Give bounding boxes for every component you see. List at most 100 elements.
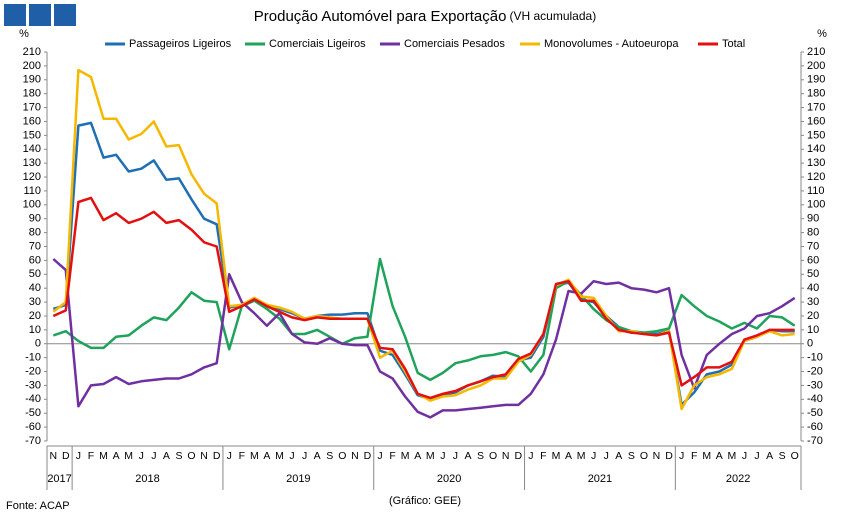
y2-tick-label: 130 bbox=[807, 157, 825, 169]
x-tick-label: N bbox=[351, 450, 359, 462]
x-tick-label: F bbox=[239, 450, 245, 462]
y2-tick-label: 80 bbox=[807, 227, 819, 239]
year-label: 2019 bbox=[286, 473, 310, 485]
y-unit: % bbox=[19, 28, 29, 40]
x-tick-label: S bbox=[477, 450, 484, 462]
x-tick-label: M bbox=[577, 450, 586, 462]
y2-tick-label: 160 bbox=[807, 115, 825, 127]
y2-tick-label: 170 bbox=[807, 101, 825, 113]
y-tick-label: 10 bbox=[29, 324, 41, 336]
y-tick-label: 80 bbox=[29, 227, 41, 239]
series-line bbox=[52, 196, 795, 400]
y-tick-label: 70 bbox=[29, 240, 41, 252]
y2-tick-label: 210 bbox=[807, 46, 825, 58]
y-tick-label: 140 bbox=[23, 143, 41, 155]
x-tick-label: O bbox=[187, 450, 195, 462]
x-tick-label: M bbox=[702, 450, 711, 462]
x-tick-label: A bbox=[314, 450, 321, 462]
x-tick-label: J bbox=[139, 450, 144, 462]
x-tick-label: A bbox=[615, 450, 622, 462]
series-line bbox=[52, 258, 796, 419]
x-tick-label: N bbox=[49, 450, 57, 462]
y2-tick-label: 150 bbox=[807, 129, 825, 141]
x-tick-label: J bbox=[302, 450, 307, 462]
x-tick-label: J bbox=[289, 450, 294, 462]
y2-tick-label: 40 bbox=[807, 282, 819, 294]
y2-tick-label: 60 bbox=[807, 254, 819, 266]
y2-tick-label: -70 bbox=[807, 435, 823, 447]
y2-tick-label: 30 bbox=[807, 296, 819, 308]
x-tick-label: J bbox=[377, 450, 382, 462]
year-label: 2022 bbox=[726, 473, 750, 485]
x-tick-label: M bbox=[728, 450, 737, 462]
x-tick-label: S bbox=[628, 450, 635, 462]
series-line bbox=[52, 257, 796, 382]
x-tick-label: O bbox=[338, 450, 346, 462]
x-tick-label: D bbox=[62, 450, 70, 462]
chart-title: Produção Automóvel para Exportação (VH a… bbox=[254, 8, 596, 25]
x-tick-label: A bbox=[716, 450, 723, 462]
y2-unit: % bbox=[817, 28, 827, 40]
credit: (Gráfico: GEE) bbox=[389, 495, 461, 507]
logo-block bbox=[4, 4, 26, 26]
x-tick-label: M bbox=[99, 450, 108, 462]
y2-tick-label: -30 bbox=[807, 379, 823, 391]
x-tick-label: A bbox=[464, 450, 471, 462]
y2-tick-label: -40 bbox=[807, 393, 823, 405]
y-tick-label: 100 bbox=[23, 199, 41, 211]
y2-tick-label: 0 bbox=[807, 338, 813, 350]
x-tick-label: N bbox=[653, 450, 661, 462]
x-tick-label: F bbox=[540, 450, 546, 462]
y-tick-label: 20 bbox=[29, 310, 41, 322]
y2-tick-label: 50 bbox=[807, 268, 819, 280]
year-label: 2017 bbox=[47, 473, 71, 485]
x-tick-label: J bbox=[754, 450, 759, 462]
y-tick-label: -20 bbox=[25, 365, 41, 377]
x-tick-label: F bbox=[691, 450, 697, 462]
x-tick-label: S bbox=[326, 450, 333, 462]
x-tick-label: J bbox=[591, 450, 596, 462]
y2-tick-label: 140 bbox=[807, 143, 825, 155]
source: Fonte: ACAP bbox=[6, 500, 70, 512]
x-tick-label: M bbox=[401, 450, 410, 462]
y-tick-label: 160 bbox=[23, 115, 41, 127]
x-tick-label: J bbox=[76, 450, 81, 462]
legend-label: Total bbox=[722, 38, 745, 50]
y2-tick-label: -60 bbox=[807, 421, 823, 433]
y-tick-label: -60 bbox=[25, 421, 41, 433]
x-tick-label: D bbox=[514, 450, 522, 462]
x-tick-label: A bbox=[414, 450, 421, 462]
subtitle: (VH acumulada) bbox=[510, 9, 597, 23]
legend-label: Comerciais Ligeiros bbox=[269, 38, 366, 50]
logo-block bbox=[29, 4, 51, 26]
y2-tick-label: 110 bbox=[807, 185, 825, 197]
y-tick-label: -70 bbox=[25, 435, 41, 447]
x-tick-label: N bbox=[502, 450, 510, 462]
y-tick-label: 110 bbox=[23, 185, 41, 197]
legend-label: Passageiros Ligeiros bbox=[129, 38, 232, 50]
x-tick-label: S bbox=[779, 450, 786, 462]
x-tick-label: A bbox=[113, 450, 120, 462]
y-tick-label: 190 bbox=[23, 74, 41, 86]
logo-block bbox=[54, 4, 76, 26]
y-tick-label: 200 bbox=[23, 60, 41, 72]
y2-tick-label: 190 bbox=[807, 74, 825, 86]
x-tick-label: F bbox=[389, 450, 395, 462]
y2-tick-label: -10 bbox=[807, 352, 823, 364]
x-tick-label: J bbox=[742, 450, 747, 462]
y-tick-label: 40 bbox=[29, 282, 41, 294]
y-tick-label: -40 bbox=[25, 393, 41, 405]
y-tick-label: 60 bbox=[29, 254, 41, 266]
y-tick-label: 120 bbox=[23, 171, 41, 183]
x-tick-label: A bbox=[766, 450, 773, 462]
x-tick-label: F bbox=[88, 450, 94, 462]
x-tick-label: J bbox=[453, 450, 458, 462]
x-tick-label: D bbox=[665, 450, 673, 462]
y-tick-label: 0 bbox=[35, 338, 41, 350]
y2-tick-label: 20 bbox=[807, 310, 819, 322]
y2-tick-label: 10 bbox=[807, 324, 819, 336]
x-tick-label: A bbox=[263, 450, 270, 462]
x-tick-label: S bbox=[175, 450, 182, 462]
year-label: 2021 bbox=[588, 473, 612, 485]
